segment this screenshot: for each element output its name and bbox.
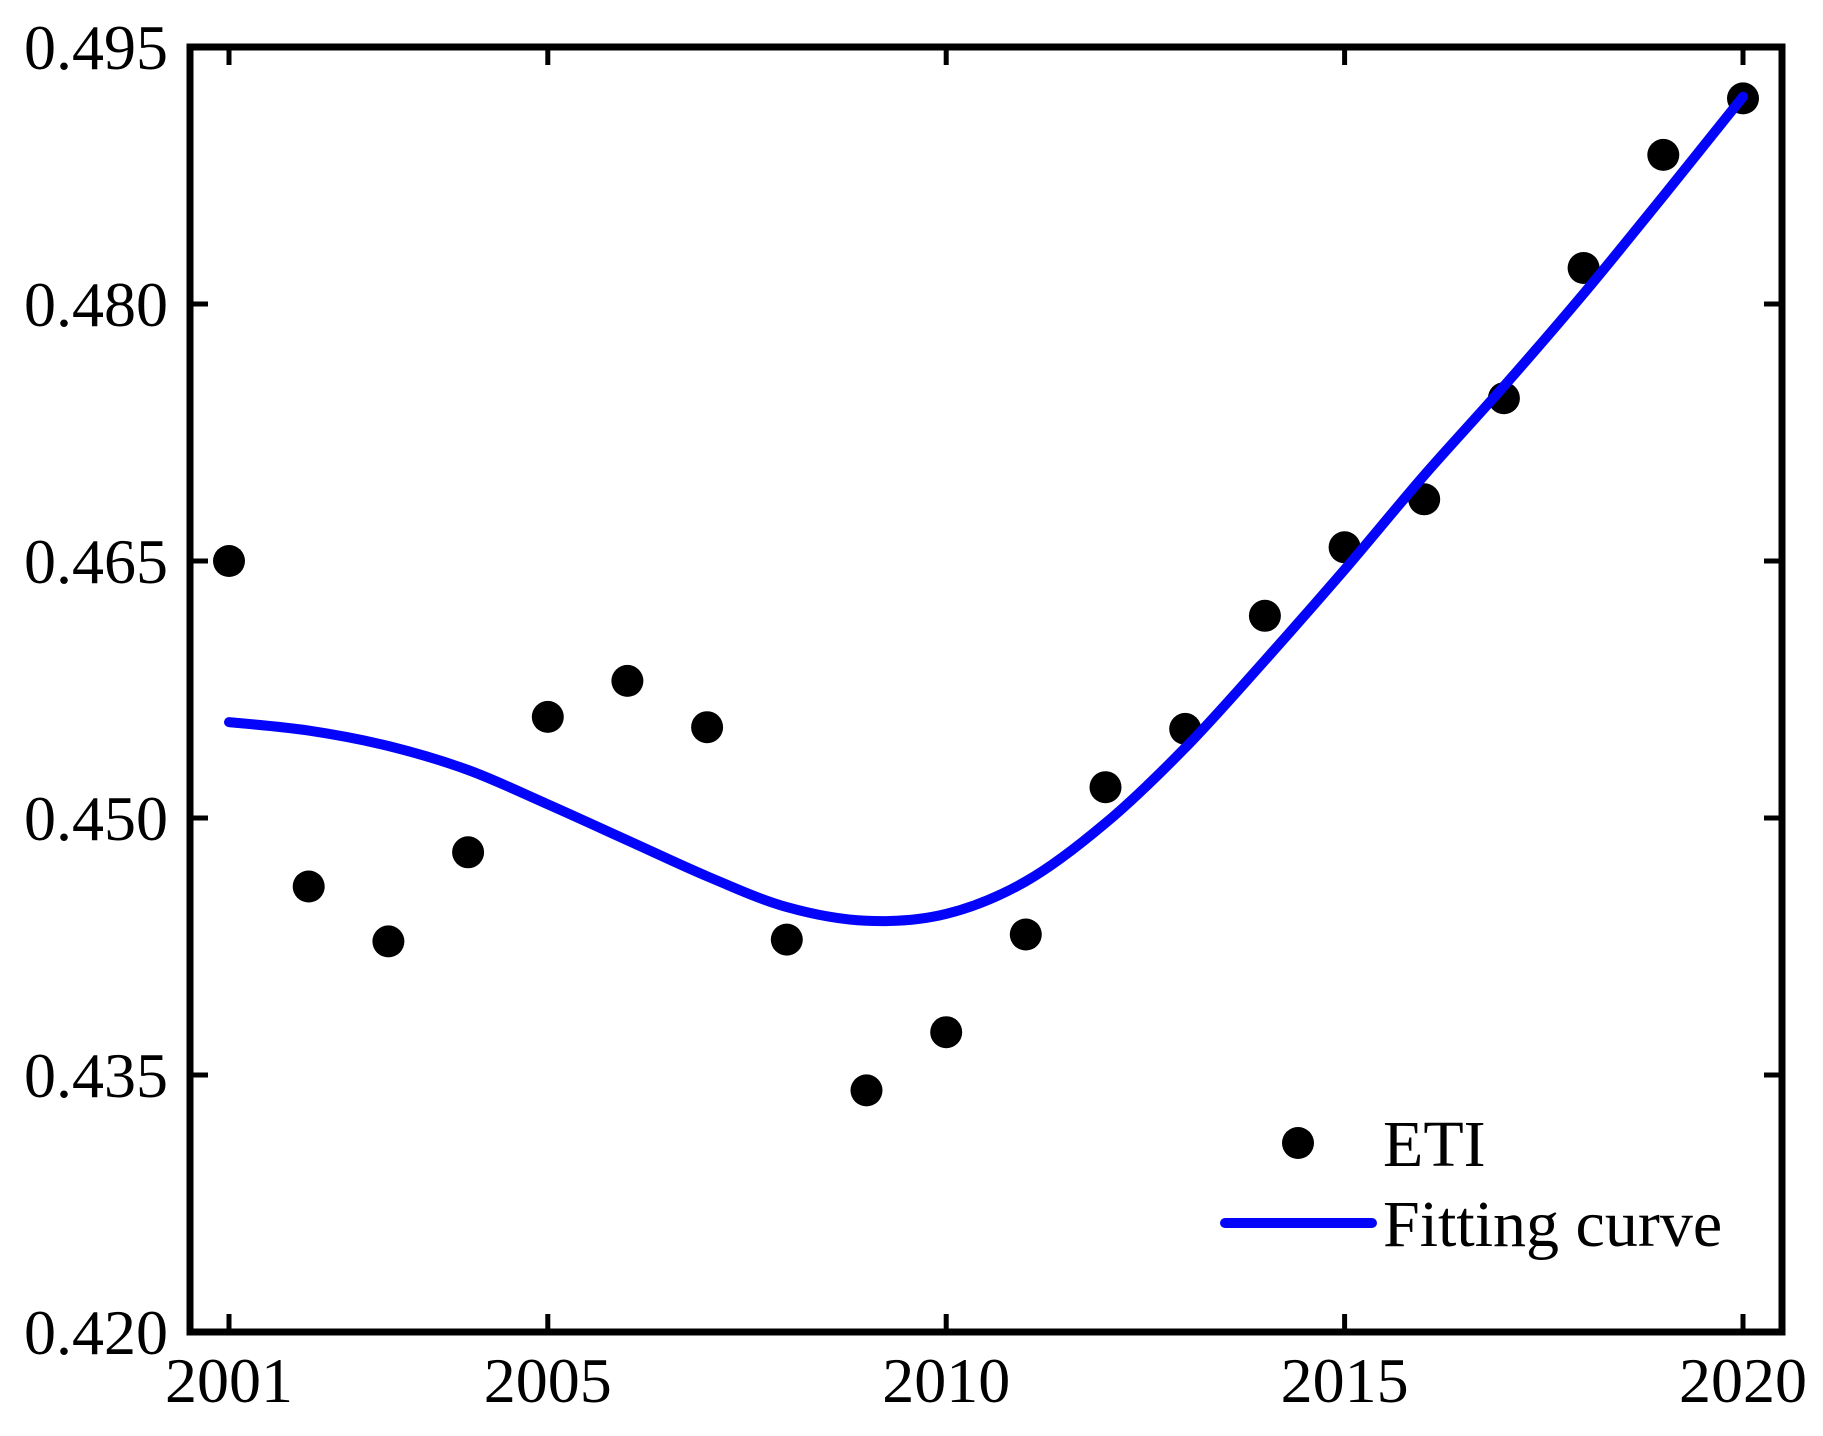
fitting-curve [224, 91, 1748, 927]
eti-data-point [531, 700, 564, 733]
eti-data-point [213, 545, 245, 577]
axes-box [186, 43, 1786, 1336]
eti-data-point [1647, 138, 1680, 171]
x-tick-label: 2020 [1679, 1345, 1807, 1416]
eti-data-point [611, 664, 644, 697]
eti-data-point [1248, 599, 1281, 632]
eti-data-point [1089, 771, 1122, 804]
eti-data-point [850, 1074, 883, 1107]
y-tick-label: 0.420 [24, 1297, 168, 1368]
eti-data-point [292, 870, 325, 903]
legend-fitting-curve-label: Fitting curve [1383, 1188, 1722, 1261]
eti-data-point [691, 711, 724, 744]
legend-eti-dot-icon [1282, 1127, 1314, 1159]
eti-data-point [930, 1016, 963, 1049]
y-tick-label: 0.435 [24, 1040, 168, 1111]
x-tick-label: 2005 [484, 1345, 612, 1416]
y-tick-label: 0.465 [24, 526, 168, 597]
eti-data-point [372, 925, 405, 958]
x-tick-label: 2010 [882, 1345, 1010, 1416]
legend: ETI Fitting curve [1220, 1108, 1722, 1261]
x-tick-label: 2015 [1281, 1345, 1409, 1416]
eti-data-point [452, 836, 485, 869]
eti-data-point [1567, 252, 1600, 284]
x-tick-label: 2001 [165, 1345, 293, 1416]
plot-area: 2001 2005 2010 2015 2020 0.420 0.435 0.450 0.465… [24, 12, 1807, 1416]
eti-data-point [770, 923, 803, 956]
eti-data-point [1009, 918, 1042, 951]
y-tick-label: 0.450 [24, 783, 168, 854]
legend-eti-label: ETI [1383, 1108, 1486, 1181]
y-tick-label: 0.495 [24, 12, 168, 83]
y-tick-label: 0.480 [24, 269, 168, 340]
